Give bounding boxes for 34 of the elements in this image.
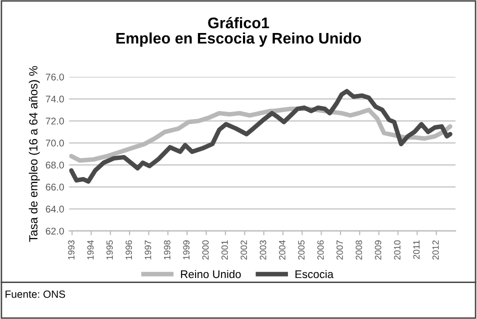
legend-label: Reino Unido <box>181 270 241 278</box>
x-tick-label: 2004 <box>278 240 286 260</box>
y-axis-title: Tasa de empleo (16 a 64 años) % <box>28 66 40 242</box>
line-series <box>69 88 452 184</box>
x-tick-label: 2003 <box>260 240 266 260</box>
y-tick-label: 62.0 <box>46 228 64 235</box>
legend-label: Escocia <box>296 270 334 278</box>
y-tick-label: 68.0 <box>46 162 64 169</box>
x-tick-label: 1998 <box>164 240 170 260</box>
x-tick-label: 1995 <box>106 240 113 260</box>
y-tick-label: 66.0 <box>46 184 64 191</box>
x-tick-label: 1999 <box>183 240 190 260</box>
chart-title: Gráfico1 Empleo en Escocia y Reino Unido <box>116 16 362 47</box>
x-tick-label: 2000 <box>202 240 209 260</box>
x-tick-label: 2008 <box>356 240 362 260</box>
y-tick-label: 64.0 <box>46 206 64 213</box>
x-tick-label: 2011 <box>413 240 420 259</box>
y-tick-label: 74.0 <box>46 96 64 103</box>
y-tick-label: 72.0 <box>46 118 64 125</box>
x-tick-label: 1993 <box>68 240 74 260</box>
x-tick-label: 2002 <box>240 240 248 260</box>
x-tick-label: 2009 <box>374 240 382 260</box>
x-tick-label: 1994 <box>87 240 94 260</box>
source-note: Fuente: ONS <box>6 290 66 298</box>
x-tick-label: 1996 <box>126 240 132 260</box>
y-tick-label: 70.0 <box>46 140 64 147</box>
x-tick-label: 2012 <box>432 240 439 260</box>
x-tick-label: 2001 <box>221 240 228 260</box>
x-tick-label: 2007 <box>336 240 343 260</box>
x-tick-label: 2006 <box>317 240 324 260</box>
x-tick-label: 2010 <box>394 240 400 260</box>
y-tick-label: 76.0 <box>46 74 64 80</box>
x-tick-label: 1997 <box>144 240 152 260</box>
x-tick-label: 2005 <box>298 240 305 260</box>
